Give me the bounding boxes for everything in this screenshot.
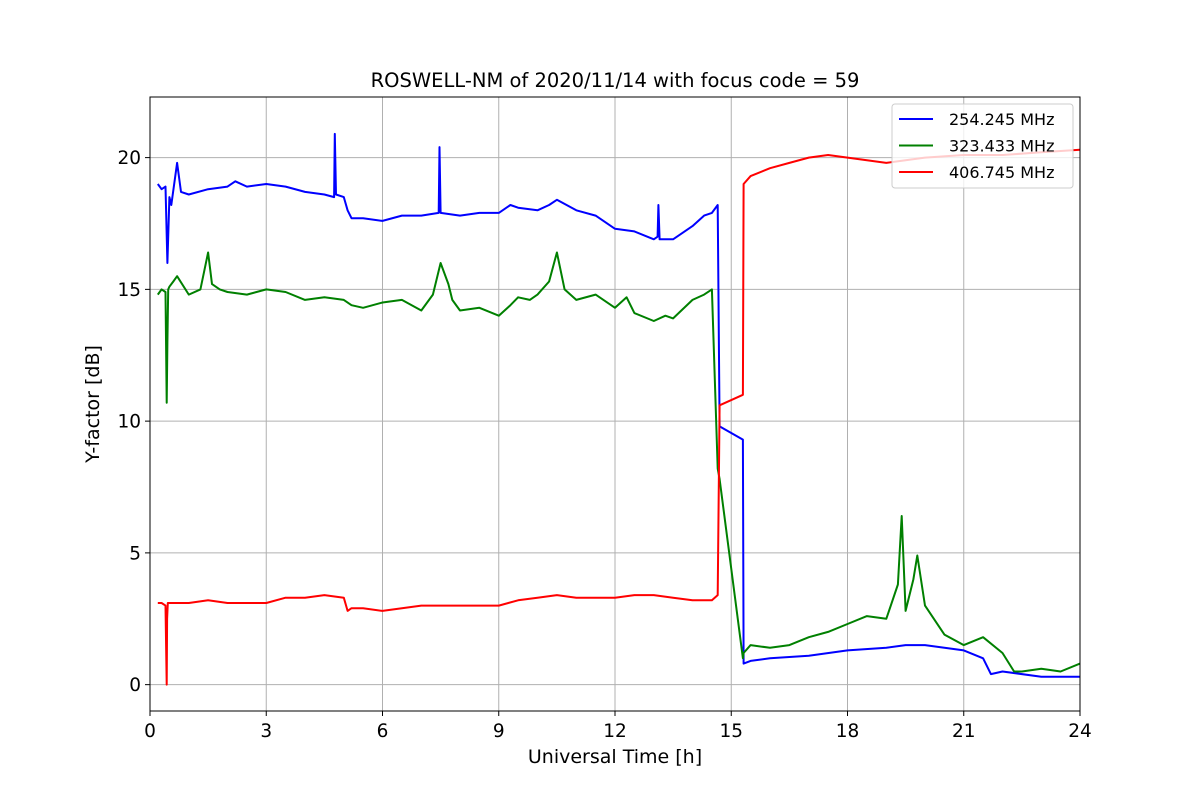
grid-lines bbox=[149, 97, 1081, 711]
series-line-1 bbox=[156, 132, 1080, 678]
x-axis-ticks: 0 3 6 9 12 15 18 21 24 bbox=[144, 711, 1092, 742]
series-line-3 bbox=[157, 148, 1081, 686]
series-line-2 bbox=[156, 251, 1081, 673]
x-tick-label: 3 bbox=[260, 721, 272, 742]
legend-label: 406.745 MHz bbox=[949, 163, 1054, 182]
x-tick-label: 12 bbox=[603, 721, 627, 742]
legend: 254.245 MHz 323.433 MHz 406.745 MHz bbox=[891, 103, 1074, 189]
legend-label: 323.433 MHz bbox=[949, 137, 1054, 156]
x-tick-label: 6 bbox=[377, 721, 389, 742]
y-tick-label: 10 bbox=[117, 412, 141, 433]
y-tick-label: 20 bbox=[117, 148, 141, 169]
y-axis-ticks: 0 5 10 15 20 bbox=[117, 148, 150, 696]
legend-label: 254.245 MHz bbox=[949, 110, 1054, 129]
legend-box bbox=[891, 103, 1074, 189]
x-tick-label: 21 bbox=[952, 721, 976, 742]
x-tick-label: 24 bbox=[1068, 721, 1092, 742]
x-tick-label: 18 bbox=[836, 721, 860, 742]
x-tick-label: 0 bbox=[144, 721, 156, 742]
x-axis-title: Universal Time [h] bbox=[528, 746, 702, 768]
y-tick-label: 15 bbox=[117, 280, 141, 301]
x-tick-label: 15 bbox=[719, 721, 743, 742]
chart-title: ROSWELL-NM of 2020/11/14 with focus code… bbox=[371, 69, 860, 92]
y-tick-label: 5 bbox=[129, 543, 141, 564]
y-axis-title: Y-factor [dB] bbox=[82, 345, 104, 464]
y-tick-label: 0 bbox=[129, 675, 141, 696]
x-tick-label: 9 bbox=[493, 721, 505, 742]
series-lines bbox=[156, 132, 1081, 686]
